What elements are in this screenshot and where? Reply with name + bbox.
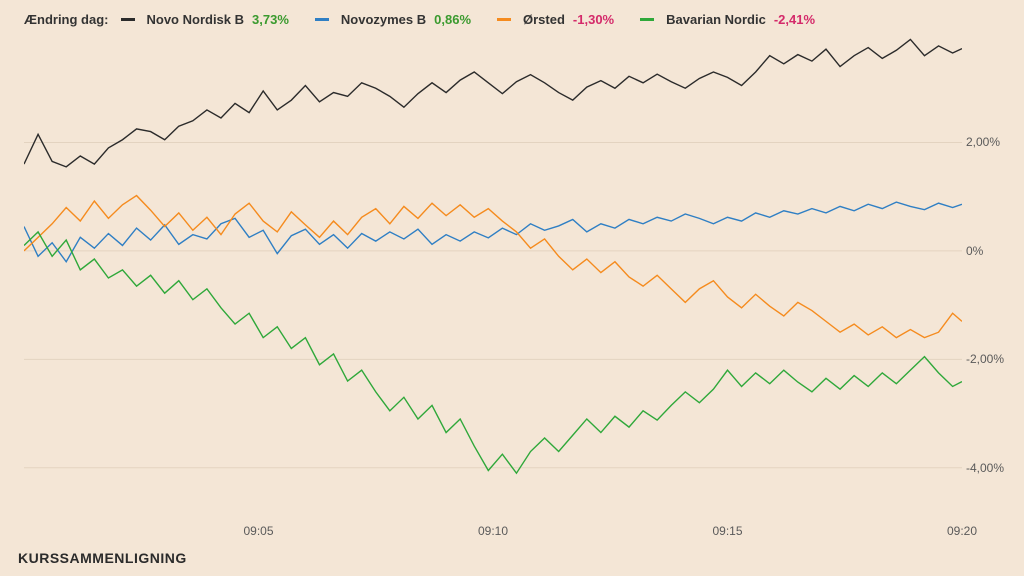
footer-title: KURSSAMMENLIGNING bbox=[18, 550, 187, 566]
y-axis-labels: 2,00% 0% -2,00% -4,00% bbox=[966, 34, 1014, 522]
x-tick-label: 09:15 bbox=[712, 524, 742, 538]
legend-swatch bbox=[315, 18, 329, 21]
legend-series-name: Bavarian Nordic bbox=[666, 12, 766, 27]
legend-title: Ændring dag: bbox=[24, 12, 109, 27]
legend: Ændring dag: Novo Nordisk B 3,73% Novozyme… bbox=[24, 12, 815, 27]
legend-series-name: Novozymes B bbox=[341, 12, 426, 27]
legend-swatch bbox=[121, 18, 135, 21]
legend-swatch bbox=[640, 18, 654, 21]
legend-series-pct: -1,30% bbox=[573, 12, 614, 27]
legend-swatch bbox=[497, 18, 511, 21]
legend-series-pct: -2,41% bbox=[774, 12, 815, 27]
y-tick-label: 0% bbox=[966, 244, 983, 258]
series-line bbox=[24, 202, 962, 262]
x-tick-label: 09:05 bbox=[243, 524, 273, 538]
y-tick-label: 2,00% bbox=[966, 135, 1000, 149]
y-tick-label: -2,00% bbox=[966, 352, 1004, 366]
x-axis-labels: 09:0509:1009:1509:20 bbox=[24, 524, 962, 540]
series-line bbox=[24, 232, 962, 473]
x-tick-label: 09:10 bbox=[478, 524, 508, 538]
series-line bbox=[24, 196, 962, 338]
line-chart bbox=[24, 34, 962, 522]
legend-series-name: Novo Nordisk B bbox=[147, 12, 245, 27]
legend-series-name: Ørsted bbox=[523, 12, 565, 27]
y-tick-label: -4,00% bbox=[966, 461, 1004, 475]
x-tick-label: 09:20 bbox=[947, 524, 977, 538]
chart-area bbox=[24, 34, 962, 522]
series-line bbox=[24, 39, 962, 166]
legend-series-pct: 3,73% bbox=[252, 12, 289, 27]
legend-series-pct: 0,86% bbox=[434, 12, 471, 27]
